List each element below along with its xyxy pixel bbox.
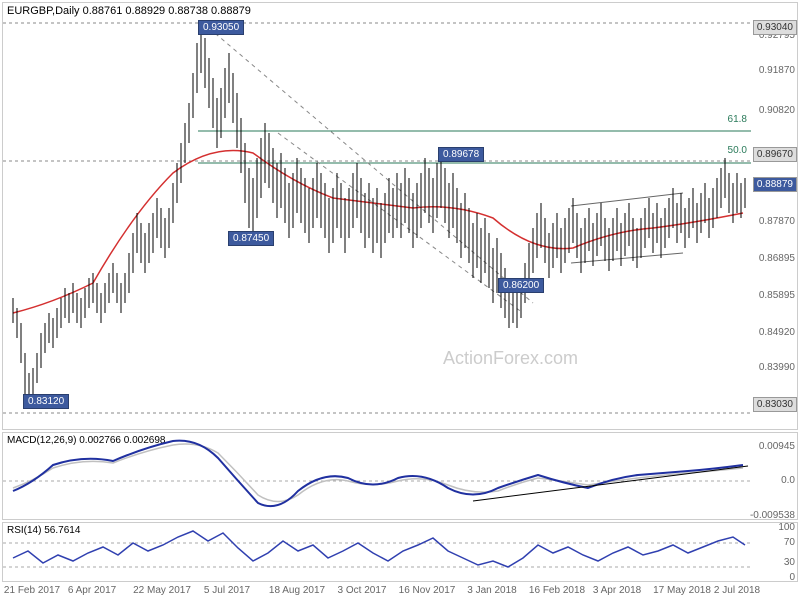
x-tick: 18 Aug 2017: [269, 585, 325, 596]
x-tick: 16 Nov 2017: [399, 585, 456, 596]
price-label: 0.89678: [438, 147, 484, 162]
price-label: 0.86200: [498, 278, 544, 293]
macd-ytick: 0.00945: [759, 441, 795, 452]
price-label: 0.93050: [198, 20, 244, 35]
rsi-chart[interactable]: RSI(14) 56.7614 10070300: [2, 522, 798, 582]
price-box: 0.88879: [753, 177, 797, 192]
x-tick: 16 Feb 2018: [529, 585, 585, 596]
x-tick: 3 Apr 2018: [593, 585, 641, 596]
x-tick: 22 May 2017: [133, 585, 191, 596]
fib-label: 50.0: [728, 145, 747, 156]
rsi-ytick: 70: [784, 537, 795, 548]
x-tick: 17 May 2018: [653, 585, 711, 596]
x-tick: 5 Jul 2017: [204, 585, 250, 596]
y-tick: 0.83990: [759, 362, 795, 373]
main-chart-svg: [3, 3, 799, 431]
y-tick: 0.90820: [759, 105, 795, 116]
x-tick: 3 Jan 2018: [467, 585, 517, 596]
price-box: 0.83030: [753, 397, 797, 412]
y-tick: 0.87870: [759, 216, 795, 227]
x-tick: 6 Apr 2017: [68, 585, 116, 596]
macd-ytick: 0.0: [781, 475, 795, 486]
x-tick: 3 Oct 2017: [338, 585, 387, 596]
y-tick: 0.85895: [759, 290, 795, 301]
macd-ytick: -0.009538: [750, 510, 795, 521]
rsi-svg: [3, 523, 799, 583]
macd-chart[interactable]: MACD(12,26,9) 0.002766 0.002698 0.009450…: [2, 432, 798, 520]
y-tick: 0.84920: [759, 327, 795, 338]
x-tick: 21 Feb 2017: [4, 585, 60, 596]
y-tick: 0.86895: [759, 253, 795, 264]
y-tick: 0.91870: [759, 65, 795, 76]
rsi-ytick: 100: [778, 522, 795, 533]
price-box: 0.93040: [753, 20, 797, 35]
price-box: 0.89670: [753, 147, 797, 162]
price-label: 0.87450: [228, 231, 274, 246]
price-label: 0.83120: [23, 394, 69, 409]
fib-label: 61.8: [728, 114, 747, 125]
macd-svg: [3, 433, 799, 521]
rsi-ytick: 30: [784, 557, 795, 568]
main-price-chart[interactable]: EURGBP,Daily 0.88761 0.88929 0.88738 0.8…: [2, 2, 798, 430]
x-axis: 21 Feb 2017 6 Apr 2017 22 May 2017 5 Jul 20…: [2, 582, 798, 598]
x-tick: 2 Jul 2018: [714, 585, 760, 596]
